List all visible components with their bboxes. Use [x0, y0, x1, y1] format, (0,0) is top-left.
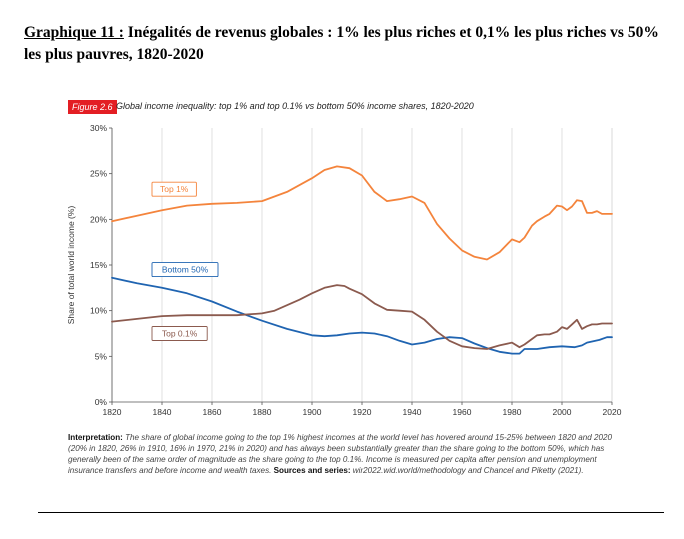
figure-title: Global income inequality: top 1% and top…: [116, 101, 474, 111]
y-tick-label: 15%: [90, 260, 107, 270]
x-tick-label: 1820: [103, 407, 122, 417]
series-line: [111, 165, 613, 261]
interp-text: The share of global income going to the …: [68, 433, 612, 475]
y-tick-label: 10%: [90, 306, 107, 316]
y-axis-label: Share of total world income (%): [66, 206, 76, 325]
series-line: [111, 276, 613, 355]
heading-lead: Graphique 11 :: [24, 24, 124, 41]
figure-badge: Figure 2.6: [68, 100, 117, 114]
x-tick-label: 1960: [453, 407, 472, 417]
bottom-rule: [38, 512, 664, 513]
x-tick-label: 1920: [353, 407, 372, 417]
x-tick-label: 2000: [553, 407, 572, 417]
series-label: Bottom 50%: [162, 265, 209, 275]
series-line: [111, 284, 613, 350]
series-label: Top 1%: [160, 184, 189, 194]
y-tick-label: 30%: [90, 123, 107, 133]
x-tick-label: 2020: [603, 407, 622, 417]
x-tick-label: 1940: [403, 407, 422, 417]
series-label: Top 0.1%: [162, 329, 198, 339]
series-label-box: [151, 326, 208, 341]
y-tick-label: 20%: [90, 214, 107, 224]
x-tick-label: 1900: [303, 407, 322, 417]
y-tick-label: 0%: [95, 397, 108, 407]
sources-text: wir2022.wid.world/methodology and Chance…: [350, 466, 584, 475]
page-heading: Graphique 11 : Inégalités de revenus glo…: [24, 22, 664, 66]
y-tick-label: 25%: [90, 169, 107, 179]
series-lines: [111, 165, 613, 355]
heading-text: Inégalités de revenus globales : 1% les …: [24, 24, 659, 63]
series-label-box: [151, 181, 197, 197]
y-tick-label: 5%: [95, 351, 108, 361]
x-tick-label: 1880: [253, 407, 272, 417]
grid: [111, 128, 613, 402]
axes: 1820 1840 1860 1880 1900 1920 1940 1960 1980 2000…: [66, 123, 622, 417]
sources-label: Sources and series:: [271, 466, 351, 475]
x-tick-label: 1980: [503, 407, 522, 417]
x-tick-label: 1840: [153, 407, 172, 417]
series-label-box: [151, 262, 219, 278]
x-tick-label: 1860: [203, 407, 222, 417]
interpretation-note: Interpretation: The share of global inco…: [68, 432, 628, 476]
interp-label: Interpretation:: [68, 433, 123, 442]
series-labels: Top 1% Bottom 50% Top 0.1%: [151, 181, 219, 341]
